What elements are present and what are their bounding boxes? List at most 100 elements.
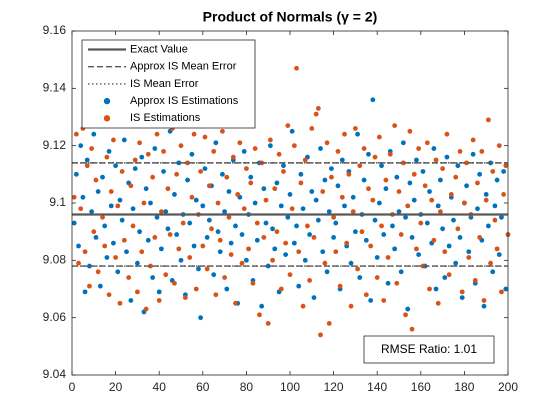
- scatter-point: [470, 137, 476, 143]
- scatter-point: [501, 169, 507, 174]
- scatter-point: [370, 197, 376, 203]
- scatter-point: [481, 303, 487, 309]
- scatter-point: [396, 189, 402, 194]
- scatter-point: [357, 163, 363, 169]
- scatter-point: [78, 206, 84, 212]
- scatter-point: [459, 295, 465, 300]
- scatter-point: [102, 223, 108, 229]
- scatter-point: [281, 163, 286, 169]
- scatter-point: [466, 249, 472, 255]
- scatter-point: [113, 163, 118, 169]
- scatter-point: [281, 169, 286, 174]
- y-tick-label: 9.16: [43, 23, 67, 37]
- scatter-point: [95, 269, 101, 275]
- scatter-point: [224, 286, 230, 292]
- scatter-point: [156, 298, 162, 303]
- scatter-point: [115, 203, 121, 209]
- scatter-point: [187, 220, 193, 226]
- scatter-point: [374, 255, 380, 260]
- scatter-point: [220, 171, 225, 177]
- scatter-point: [464, 183, 469, 189]
- scatter-point: [333, 249, 339, 255]
- x-tick-label: 60: [196, 380, 210, 394]
- scatter-point: [296, 283, 302, 289]
- scatter-point: [278, 286, 284, 292]
- scatter-point: [172, 280, 177, 286]
- scatter-point: [363, 292, 369, 298]
- scatter-point: [252, 146, 258, 151]
- scatter-point: [496, 143, 502, 149]
- scatter-point: [329, 166, 334, 172]
- scatter-point: [235, 192, 241, 197]
- scatter-point: [387, 151, 393, 157]
- scatter-point: [95, 189, 101, 194]
- scatter-point: [189, 194, 195, 200]
- scatter-point: [154, 131, 160, 137]
- scatter-point: [180, 220, 186, 226]
- x-tick-label: 20: [109, 380, 123, 394]
- scatter-point: [76, 260, 81, 266]
- scatter-point: [403, 214, 408, 220]
- scatter-point: [93, 235, 99, 240]
- scatter-point: [359, 229, 365, 235]
- scatter-point: [278, 203, 284, 209]
- scatter-point: [494, 246, 500, 252]
- scatter-point: [400, 160, 406, 166]
- scatter-point: [442, 275, 448, 280]
- scatter-point: [141, 200, 147, 206]
- chart-title: Product of Normals (γ = 2): [203, 9, 378, 25]
- scatter-point: [71, 194, 77, 200]
- scatter-point: [372, 217, 378, 223]
- scatter-point: [248, 174, 254, 180]
- legend-marker: [103, 97, 111, 105]
- scatter-point: [132, 166, 138, 172]
- scatter-point: [178, 143, 184, 149]
- scatter-point: [276, 151, 282, 157]
- scatter-point: [137, 140, 142, 146]
- scatter-point: [407, 128, 413, 134]
- scatter-point: [84, 157, 90, 163]
- scatter-point: [220, 128, 225, 134]
- scatter-point: [165, 226, 171, 232]
- scatter-point: [241, 206, 247, 212]
- scatter-point: [451, 217, 456, 223]
- scatter-point: [191, 243, 197, 249]
- scatter-point: [485, 223, 491, 229]
- scatter-point: [296, 249, 302, 255]
- scatter-point: [294, 65, 299, 71]
- scatter-point: [163, 272, 169, 278]
- scatter-point: [111, 240, 116, 246]
- scatter-point: [82, 289, 88, 295]
- legend-label: Approx IS Estimations: [130, 95, 239, 107]
- scatter-point: [496, 252, 502, 257]
- y-tick-label: 9.06: [43, 310, 67, 324]
- scatter-point: [376, 200, 382, 206]
- scatter-point: [285, 214, 291, 220]
- scatter-point: [254, 220, 260, 226]
- scatter-point: [106, 149, 112, 154]
- scatter-point: [274, 180, 280, 186]
- scatter-point: [239, 260, 245, 266]
- scatter-point: [143, 306, 149, 312]
- scatter-point: [483, 192, 489, 197]
- y-tick-label: 9.08: [43, 253, 67, 267]
- x-tick-label: 40: [153, 380, 167, 394]
- scatter-point: [270, 226, 275, 232]
- scatter-point: [291, 143, 297, 149]
- y-tick-label: 9.1: [49, 195, 66, 209]
- scatter-point: [394, 174, 400, 180]
- scatter-point: [457, 235, 463, 240]
- scatter-point: [139, 249, 145, 255]
- scatter-point: [189, 151, 195, 157]
- scatter-point: [117, 197, 123, 203]
- legend-label: IS Mean Error: [130, 78, 199, 90]
- legend-label: Exact Value: [130, 43, 188, 55]
- scatter-point: [187, 255, 193, 260]
- scatter-point: [185, 177, 190, 183]
- scatter-point: [381, 298, 387, 303]
- scatter-point: [111, 137, 116, 143]
- scatter-point: [424, 140, 430, 146]
- scatter-point: [291, 240, 297, 246]
- scatter-point: [198, 315, 204, 321]
